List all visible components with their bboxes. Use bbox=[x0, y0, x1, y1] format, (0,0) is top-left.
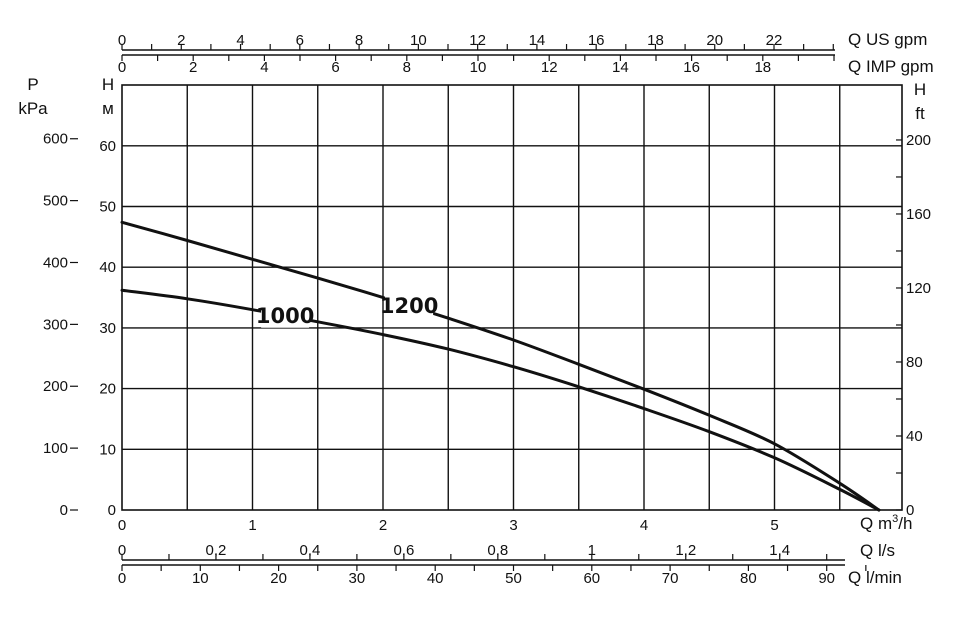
head-m-axis-title: H bbox=[102, 75, 114, 94]
lmin-tick-label: 80 bbox=[740, 570, 757, 587]
head-m-tick-label: 0 bbox=[108, 502, 116, 519]
usgpm-tick-label: 2 bbox=[177, 32, 185, 49]
head-ft-axis-unit: ft bbox=[915, 104, 925, 123]
lmin-tick-label: 30 bbox=[349, 570, 366, 587]
pressure-tick-label: 500 bbox=[43, 193, 68, 210]
m3h-tick-label: 5 bbox=[770, 517, 778, 534]
impgpm-tick-label: 12 bbox=[541, 59, 558, 76]
impgpm-tick-label: 18 bbox=[754, 59, 771, 76]
usgpm-tick-label: 8 bbox=[355, 32, 363, 49]
axes: 0102030405060010020030040050060004080120… bbox=[43, 32, 931, 587]
m3h-axis-title-suffix: /h bbox=[898, 514, 912, 533]
ls-tick-label: 1,2 bbox=[675, 542, 696, 559]
ls-tick-label: 0,6 bbox=[393, 542, 414, 559]
ls-tick-label: 0,8 bbox=[487, 542, 508, 559]
ls-axis-title: Q l/s bbox=[860, 541, 895, 560]
m3h-tick-label: 2 bbox=[379, 517, 387, 534]
lmin-tick-label: 0 bbox=[118, 570, 126, 587]
usgpm-tick-label: 6 bbox=[296, 32, 304, 49]
lmin-tick-label: 90 bbox=[818, 570, 835, 587]
ls-tick-label: 1,4 bbox=[769, 542, 790, 559]
m3h-axis-title: Q m3/h bbox=[860, 513, 912, 533]
curve-label-bg bbox=[261, 301, 310, 328]
impgpm-tick-label: 4 bbox=[260, 59, 268, 76]
usgpm-tick-label: 0 bbox=[118, 32, 126, 49]
impgpm-tick-label: 8 bbox=[403, 59, 411, 76]
lmin-tick-label: 60 bbox=[583, 570, 600, 587]
usgpm-tick-label: 22 bbox=[766, 32, 783, 49]
usgpm-tick-label: 10 bbox=[410, 32, 427, 49]
impgpm-tick-label: 10 bbox=[470, 59, 487, 76]
us-gpm-axis-title: Q US gpm bbox=[848, 30, 927, 49]
ls-tick-label: 0 bbox=[118, 542, 126, 559]
head-ft-tick-label: 120 bbox=[906, 280, 931, 297]
impgpm-tick-label: 6 bbox=[331, 59, 339, 76]
impgpm-tick-label: 16 bbox=[683, 59, 700, 76]
grid bbox=[122, 85, 902, 510]
head-m-tick-label: 60 bbox=[99, 138, 116, 155]
head-m-axis-unit: м bbox=[102, 99, 114, 118]
head-m-tick-label: 20 bbox=[99, 381, 116, 398]
m3h-tick-label: 1 bbox=[248, 517, 256, 534]
curves: 1000 1200 bbox=[120, 220, 881, 512]
m3h-tick-label: 3 bbox=[509, 517, 517, 534]
head-ft-tick-label: 200 bbox=[906, 132, 931, 149]
ls-tick-label: 0,4 bbox=[299, 542, 320, 559]
head-ft-tick-label: 160 bbox=[906, 206, 931, 223]
lmin-tick-label: 70 bbox=[662, 570, 679, 587]
head-m-tick-label: 40 bbox=[99, 259, 116, 276]
head-ft-tick-label: 80 bbox=[906, 354, 923, 371]
m3h-axis-title-prefix: Q m bbox=[860, 514, 892, 533]
m3h-tick-label: 4 bbox=[640, 517, 648, 534]
pressure-axis-unit: kPa bbox=[18, 99, 48, 118]
m3h-tick-label: 0 bbox=[118, 517, 126, 534]
plot-frame bbox=[121, 84, 903, 511]
pressure-tick-label: 300 bbox=[43, 316, 68, 333]
curve-label-bg bbox=[385, 291, 434, 318]
lmin-tick-label: 50 bbox=[505, 570, 522, 587]
usgpm-tick-label: 14 bbox=[529, 32, 546, 49]
m3h-axis-title-sup: 3 bbox=[892, 513, 898, 525]
lmin-axis-title: Q l/min bbox=[848, 568, 902, 587]
pressure-tick-label: 400 bbox=[43, 254, 68, 271]
lmin-tick-label: 20 bbox=[270, 570, 287, 587]
head-m-tick-label: 10 bbox=[99, 441, 116, 458]
pressure-tick-label: 0 bbox=[60, 502, 68, 519]
head-ft-axis-title: H bbox=[914, 80, 926, 99]
impgpm-tick-label: 2 bbox=[189, 59, 197, 76]
usgpm-tick-label: 20 bbox=[706, 32, 723, 49]
head-m-tick-label: 30 bbox=[99, 320, 116, 337]
head-ft-tick-label: 0 bbox=[906, 502, 914, 519]
pressure-tick-label: 100 bbox=[43, 440, 68, 457]
curve-label-1200: 1200 bbox=[380, 294, 438, 318]
lmin-tick-label: 40 bbox=[427, 570, 444, 587]
impgpm-tick-label: 14 bbox=[612, 59, 629, 76]
usgpm-tick-label: 18 bbox=[647, 32, 664, 49]
ls-tick-label: 0,2 bbox=[206, 542, 227, 559]
curve-label-1000: 1000 bbox=[256, 304, 314, 328]
usgpm-tick-label: 12 bbox=[469, 32, 486, 49]
lmin-tick-label: 10 bbox=[192, 570, 209, 587]
ls-tick-label: 1 bbox=[588, 542, 596, 559]
curve-1200 bbox=[120, 220, 881, 512]
imp-gpm-axis-title: Q IMP gpm bbox=[848, 57, 934, 76]
impgpm-tick-label: 0 bbox=[118, 59, 126, 76]
pressure-tick-label: 600 bbox=[43, 131, 68, 148]
curve-1000 bbox=[120, 288, 881, 512]
usgpm-tick-label: 4 bbox=[236, 32, 244, 49]
usgpm-tick-label: 16 bbox=[588, 32, 605, 49]
head-m-tick-label: 50 bbox=[99, 199, 116, 216]
head-ft-tick-label: 40 bbox=[906, 428, 923, 445]
pressure-axis-title: P bbox=[27, 75, 38, 94]
pressure-tick-label: 200 bbox=[43, 378, 68, 395]
